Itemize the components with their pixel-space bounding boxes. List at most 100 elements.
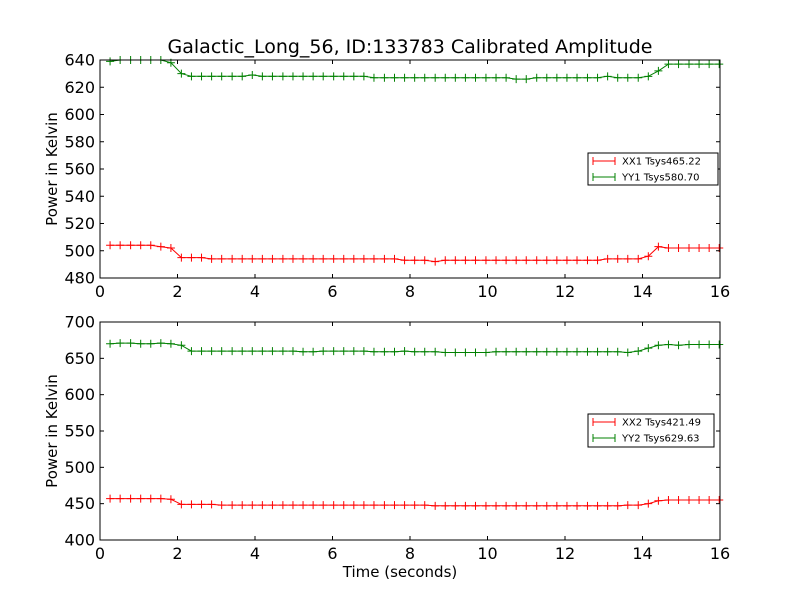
data-point — [542, 256, 551, 265]
data-point — [573, 347, 582, 356]
data-point — [623, 254, 632, 263]
figure-title: Galactic_Long_56, ID:133783 Calibrated A… — [168, 36, 653, 58]
data-point — [116, 339, 125, 348]
data-point — [461, 348, 470, 357]
data-point — [177, 341, 186, 350]
data-point — [156, 242, 165, 251]
legend-box — [587, 152, 719, 186]
data-point — [380, 73, 389, 82]
data-point — [228, 501, 237, 510]
data-point — [634, 501, 643, 510]
x-tick-label: 0 — [95, 282, 105, 301]
data-point — [187, 347, 196, 356]
data-point — [471, 501, 480, 510]
data-point — [116, 494, 125, 503]
data-point — [400, 347, 409, 356]
data-point — [339, 72, 348, 81]
data-point — [228, 347, 237, 356]
data-point — [106, 494, 115, 503]
data-point — [400, 501, 409, 510]
x-tick-label: 14 — [632, 544, 652, 563]
data-point — [288, 347, 297, 356]
data-point — [644, 344, 653, 353]
data-point — [166, 339, 175, 348]
data-point — [268, 347, 277, 356]
data-point — [207, 347, 216, 356]
data-point — [532, 501, 541, 510]
data-point — [349, 254, 358, 263]
data-point — [674, 60, 683, 69]
x-tick-label: 4 — [250, 544, 260, 563]
data-point — [623, 348, 632, 357]
data-point — [613, 254, 622, 263]
data-point — [451, 256, 460, 265]
data-point — [573, 73, 582, 82]
legend-marker — [592, 173, 616, 181]
data-point — [309, 347, 318, 356]
data-point — [451, 501, 460, 510]
y-tick-label: 700 — [64, 313, 95, 332]
data-point — [492, 501, 501, 510]
data-point — [512, 347, 521, 356]
data-point — [217, 254, 226, 263]
data-point — [238, 347, 247, 356]
data-point — [664, 496, 673, 505]
x-axis-label: Time (seconds) — [342, 563, 458, 581]
data-point — [583, 256, 592, 265]
data-point — [238, 72, 247, 81]
data-point — [349, 72, 358, 81]
data-point — [380, 254, 389, 263]
y-tick-label: 560 — [64, 160, 95, 179]
data-point — [441, 256, 450, 265]
data-point — [431, 73, 440, 82]
y-tick-label: 520 — [64, 214, 95, 233]
data-point — [715, 496, 724, 505]
data-point — [217, 347, 226, 356]
data-point — [613, 347, 622, 356]
data-point — [278, 347, 287, 356]
x-tick-label: 2 — [172, 282, 182, 301]
legend-marker — [592, 434, 616, 442]
data-point — [369, 73, 378, 82]
data-point — [349, 347, 358, 356]
y-tick-label: 580 — [64, 132, 95, 151]
legend-label: XX1 Tsys465.22 — [622, 157, 701, 168]
x-tick-label: 4 — [250, 282, 260, 301]
data-point — [217, 501, 226, 510]
data-point — [562, 256, 571, 265]
data-point — [634, 347, 643, 356]
data-point — [522, 347, 531, 356]
data-point — [339, 254, 348, 263]
y-tick-label: 650 — [64, 349, 95, 368]
data-point — [136, 339, 145, 348]
data-point — [136, 494, 145, 503]
series-1-group — [106, 494, 724, 510]
data-point — [705, 60, 714, 69]
data-point — [319, 254, 328, 263]
data-point — [248, 70, 257, 79]
data-point — [177, 500, 186, 509]
data-point — [329, 254, 338, 263]
legend-label: YY2 Tsys629.63 — [621, 434, 700, 445]
data-point — [390, 501, 399, 510]
data-point — [420, 347, 429, 356]
data-point — [299, 347, 308, 356]
data-point — [685, 496, 693, 505]
data-point — [278, 72, 287, 81]
legend-label: XX2 Tsys421.49 — [622, 418, 701, 429]
data-point — [512, 256, 521, 265]
data-point — [431, 347, 440, 356]
data-point — [146, 494, 155, 503]
data-point — [634, 73, 643, 82]
data-point — [583, 347, 592, 356]
data-point — [522, 75, 531, 84]
data-point — [481, 73, 490, 82]
x-tick-label: 6 — [327, 282, 337, 301]
data-point — [705, 496, 714, 505]
data-point — [380, 347, 389, 356]
legend: XX1 Tsys465.22 YY1 Tsys580.70 — [587, 152, 719, 186]
data-point — [502, 256, 511, 265]
data-point — [603, 347, 612, 356]
data-point — [187, 253, 196, 262]
